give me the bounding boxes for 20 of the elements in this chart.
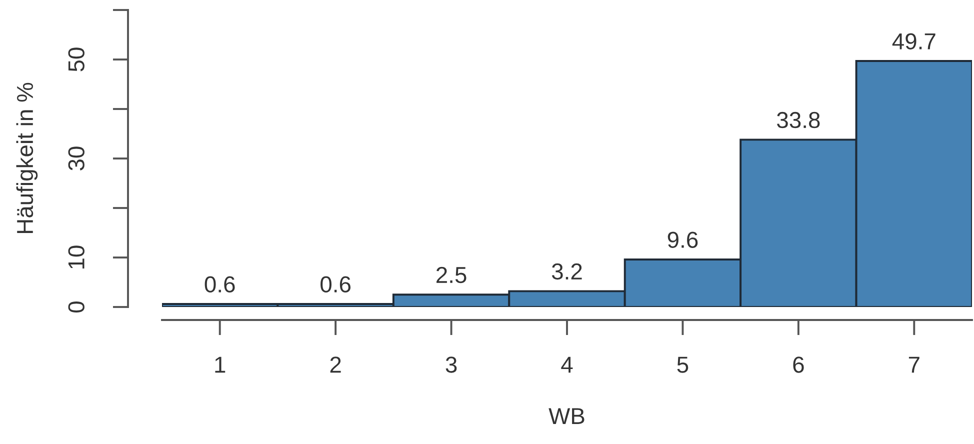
data-label: 33.8 — [777, 112, 820, 128]
x-tick-label: 6 — [793, 356, 804, 373]
data-label: 9.6 — [668, 232, 698, 248]
y-tick-label: 0 — [68, 302, 84, 312]
x-tick-label: 5 — [677, 356, 688, 373]
data-label: 49.7 — [892, 33, 936, 50]
y-axis-title: Häufigkeit in % — [16, 82, 38, 234]
x-tick-label: 4 — [561, 356, 573, 373]
y-tick-label: 30 — [68, 146, 84, 170]
x-axis-title: WB — [548, 408, 584, 424]
x-tick-label: 3 — [446, 356, 457, 373]
x-tick-label: 2 — [330, 356, 341, 373]
data-label: 2.5 — [436, 266, 466, 284]
y-tick-label: 50 — [68, 48, 84, 72]
data-label: 3.2 — [552, 263, 582, 280]
x-tick-label: 1 — [215, 356, 226, 373]
data-label: 0.6 — [204, 276, 235, 292]
x-tick-label: 7 — [908, 356, 920, 373]
data-label: 0.6 — [320, 276, 350, 292]
y-tick-label: 10 — [68, 246, 84, 268]
